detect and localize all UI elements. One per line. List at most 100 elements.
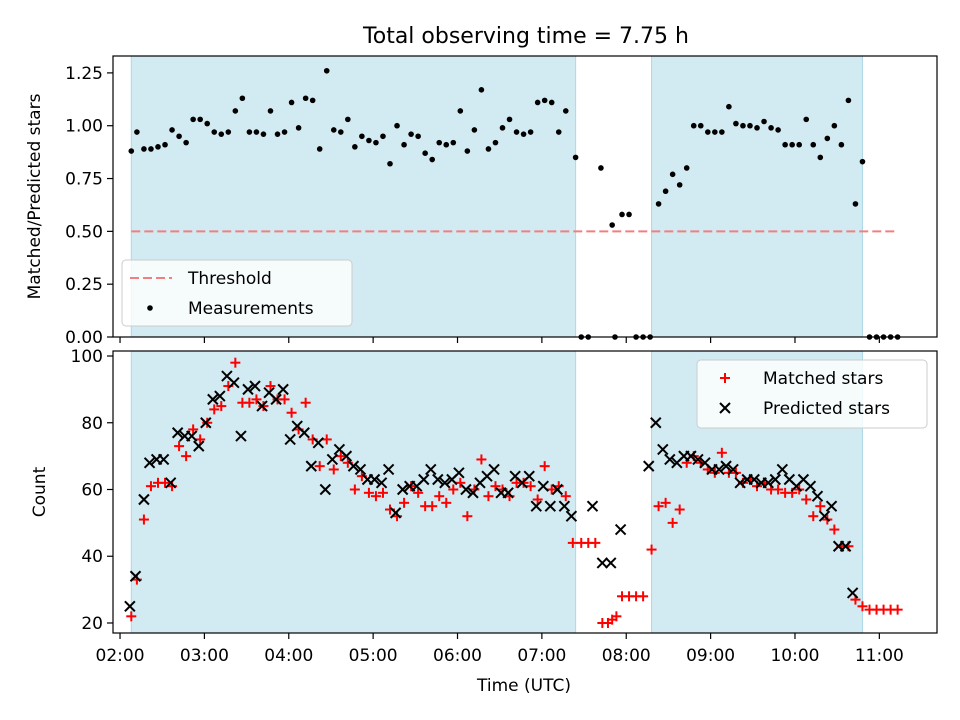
- measurement-point: [619, 211, 625, 218]
- matched-star-marker: [611, 611, 622, 622]
- marker-stroke: [776, 463, 789, 476]
- predicted-star-marker: [734, 477, 746, 489]
- predicted-star-marker: [200, 417, 212, 429]
- y-tick-label: 0.00: [65, 328, 103, 348]
- measurement-point: [824, 135, 831, 142]
- matched-star-marker: [181, 451, 192, 462]
- measurement-point: [197, 116, 203, 123]
- measurement-point: [457, 108, 464, 114]
- marker-stroke: [326, 453, 339, 466]
- predicted-star-marker: [235, 430, 247, 442]
- marker-stroke: [200, 417, 212, 429]
- measurement-point: [260, 131, 267, 137]
- bottom-legend: Matched stars Predicted stars: [696, 359, 928, 429]
- predicted-star-marker: [368, 473, 381, 486]
- measurement-point: [683, 165, 690, 171]
- marker-stroke: [734, 477, 746, 489]
- marker-stroke: [544, 500, 557, 512]
- measurement-point: [169, 127, 175, 133]
- marker-stroke: [263, 387, 275, 399]
- marker-stroke: [186, 430, 198, 442]
- measurement-point: [141, 146, 147, 152]
- marker-stroke: [382, 463, 395, 476]
- predicted-star-marker: [193, 440, 205, 452]
- predicted-star-marker: [439, 477, 451, 489]
- marker-stroke: [432, 473, 444, 486]
- measurement-point: [183, 139, 189, 146]
- top-axes: 0.00 0.25 0.50 0.75 1.00 1.25: [65, 55, 938, 348]
- predicted-star-marker: [460, 483, 472, 496]
- measurement-point: [669, 171, 676, 178]
- predicted-star-marker: [537, 480, 549, 492]
- marker-stroke: [389, 507, 402, 519]
- predicted-star-marker: [305, 460, 317, 472]
- measurement-point: [422, 150, 428, 156]
- marker-stroke: [242, 383, 254, 396]
- measurement-point: [281, 129, 288, 135]
- measurement-point: [845, 97, 852, 104]
- x-tick-label: 10:00: [770, 646, 819, 666]
- matched-star-marker: [265, 381, 276, 392]
- matched-star-marker: [892, 604, 903, 615]
- predicted-star-marker: [650, 417, 662, 429]
- x-tick-label: 06:00: [433, 646, 482, 666]
- matched-star-marker: [286, 407, 297, 418]
- matched-star-marker: [216, 401, 227, 412]
- matched-star-marker: [590, 537, 601, 548]
- marker-stroke: [284, 433, 296, 446]
- measurement-point: [239, 95, 246, 102]
- matched-star-marker: [773, 484, 784, 495]
- measurement-point: [176, 133, 182, 140]
- predicted-star-marker: [657, 443, 669, 456]
- measurement-point: [246, 129, 253, 135]
- marker-stroke: [319, 483, 332, 496]
- measurement-point: [267, 108, 274, 114]
- marker-stroke: [558, 500, 571, 512]
- marker-stroke: [748, 473, 760, 486]
- marker-stroke: [523, 470, 535, 482]
- measurement-point: [506, 116, 513, 123]
- matched-star-marker: [363, 487, 374, 498]
- predicted-star-marker: [249, 380, 261, 392]
- measurement-point: [485, 146, 492, 152]
- predicted-star-marker: [776, 463, 789, 476]
- matched-star-marker: [815, 501, 826, 512]
- predicted-star-marker: [138, 493, 150, 506]
- measurement-point: [359, 133, 365, 140]
- x-tick-label: 07:00: [517, 646, 566, 666]
- predicted-star-marker: [171, 427, 184, 439]
- marker-stroke: [846, 587, 859, 599]
- marker-stroke: [727, 463, 739, 476]
- x-axis-label: Time (UTC): [476, 676, 571, 696]
- measurement-point: [352, 144, 358, 150]
- legend-measurement-swatch: [147, 305, 153, 311]
- x-tick-label: 11:00: [855, 646, 904, 666]
- measurement-point: [775, 127, 781, 133]
- marker-stroke: [769, 473, 782, 486]
- marker-stroke: [418, 473, 430, 486]
- marker-stroke: [596, 557, 609, 569]
- matched-star-marker: [462, 511, 473, 522]
- marker-stroke: [193, 440, 205, 452]
- matched-star-marker: [160, 477, 171, 488]
- counts-series: [124, 357, 903, 628]
- matched-star-marker: [126, 611, 137, 622]
- marker-stroke: [467, 487, 479, 499]
- predicted-star-marker: [544, 500, 557, 512]
- predicted-star-marker: [432, 473, 444, 486]
- y-tick-label: 100: [71, 347, 103, 367]
- marker-stroke: [171, 427, 184, 439]
- matched-star-marker: [560, 491, 571, 502]
- measurement-point: [712, 129, 718, 135]
- measurements-series: [128, 67, 901, 340]
- predicted-star-marker: [769, 473, 782, 486]
- marker-stroke: [797, 473, 810, 486]
- y-tick-label: 1.00: [65, 117, 103, 137]
- predicted-star-marker: [825, 500, 838, 512]
- predicted-star-marker: [375, 477, 388, 489]
- predicted-star-marker: [425, 463, 437, 476]
- measurement-point: [754, 125, 760, 131]
- predicted-star-marker: [228, 376, 240, 389]
- measurement-point: [768, 125, 774, 131]
- matched-star-marker: [377, 487, 388, 498]
